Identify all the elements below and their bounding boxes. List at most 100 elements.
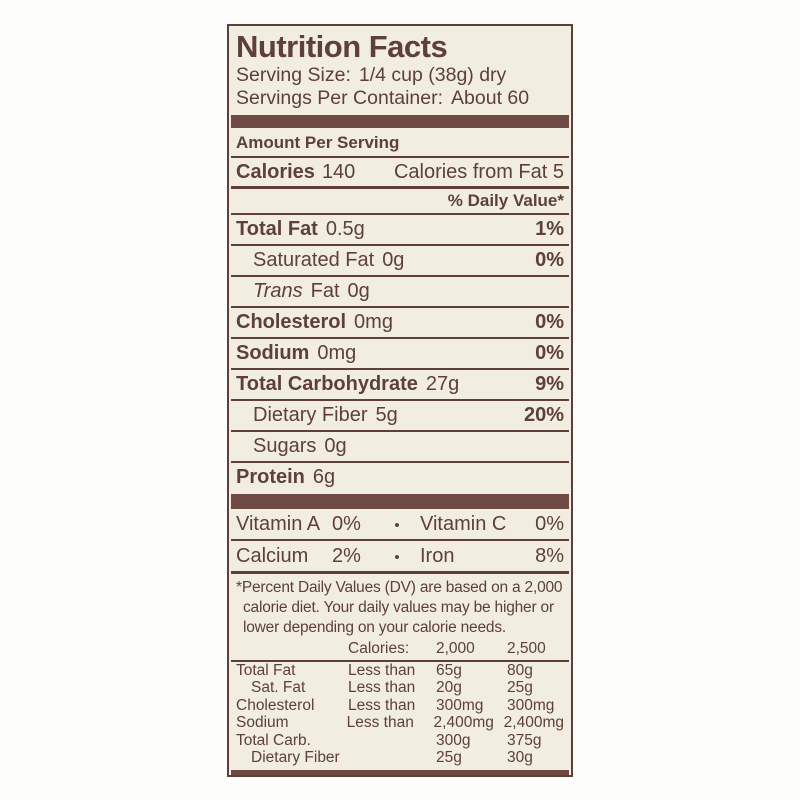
vitamin-right-value: 0% (535, 513, 564, 535)
nutrient-row-trans-fat: Trans Fat 0g (236, 277, 564, 306)
calories-row: Calories 140 Calories from Fat 5 (236, 158, 564, 186)
dv-row-name: Total Carb. (236, 731, 311, 749)
dv-row-2500: 25g (507, 679, 533, 696)
divider-rule (231, 244, 569, 246)
nutrient-amount: 0mg (354, 311, 393, 333)
section-divider-bar-bottom (231, 769, 569, 775)
servings-per-container-label: Servings Per Container: (236, 87, 444, 109)
dv-row-condition: Less than (348, 679, 416, 696)
dv-row-name: Sat. Fat (251, 679, 306, 696)
nutrient-dv: 0% (535, 311, 564, 333)
dv-row-name: Sodium (236, 714, 289, 731)
nutrient-name: Saturated Fat (253, 249, 375, 271)
divider-rule (231, 659, 569, 662)
vitamin-left-value: 0% (332, 513, 361, 535)
calories-from-fat: Calories from Fat 5 (393, 161, 564, 183)
serving-size-line: Serving Size: 1/4 cup (38g) dry (236, 64, 564, 87)
nutrient-name-italic: Trans (253, 280, 303, 302)
calories-cell: Calories 140 (236, 158, 355, 186)
nutrient-dv: 9% (535, 373, 564, 395)
nutrient-row-dietary-fiber: Dietary Fiber 5g 20% (236, 401, 564, 430)
daily-value-header: % Daily Value* (447, 191, 564, 210)
section-divider-bar-middle (231, 494, 569, 509)
dv-row-2000: 25g (436, 749, 462, 766)
dv-row-2000: 300mg (436, 696, 484, 714)
nutrient-name: Total Carbohydrate (236, 373, 418, 395)
nutrient-row-cholesterol: Cholesterol 0mg 0% (236, 308, 564, 337)
dv-row-condition: Less than (346, 714, 414, 731)
servings-per-container-value: About 60 (451, 87, 530, 109)
nutrient-amount: 6g (312, 466, 336, 488)
dv-table-row-total-carb: Total Carb. 300g 375g (236, 732, 564, 750)
nutrient-name: Sugars (253, 435, 317, 457)
nutrient-name: Protein (236, 466, 305, 488)
divider-rule (231, 539, 569, 541)
nutrient-name: Total Fat (236, 218, 318, 240)
nutrient-row-protein: Protein 6g (236, 463, 564, 492)
divider-rule (231, 156, 569, 158)
nutrient-dv: 1% (535, 218, 564, 240)
dv-row-condition: Less than (348, 661, 416, 679)
nutrient-amount: 0g (324, 435, 347, 457)
dv-row-condition (348, 749, 436, 767)
nutrition-facts-label: Nutrition Facts Serving Size: 1/4 cup (38… (227, 24, 573, 777)
amount-per-serving-heading: Amount Per Serving (236, 133, 400, 152)
dv-row-name: Total Fat (236, 661, 296, 679)
dv-row-2000: 20g (436, 679, 462, 696)
nutrient-name: Cholesterol (236, 311, 347, 333)
dv-table-row-dietary-fiber: Dietary Fiber 25g 30g (236, 749, 564, 767)
divider-rule (231, 399, 569, 401)
dv-table-calories-label: Calories: (348, 640, 410, 657)
calories-label: Calories (236, 161, 315, 183)
label-title: Nutrition Facts (236, 29, 448, 64)
divider-rule (231, 430, 569, 432)
nutrient-amount: 0mg (317, 342, 357, 364)
dv-table-row-total-fat: Total Fat Less than 65g 80g (236, 662, 564, 680)
dv-table-col-2000: 2,000 (436, 640, 475, 657)
divider-rule (231, 275, 569, 277)
nutrient-amount: 0g (382, 249, 405, 271)
bullet-separator: • (394, 549, 400, 566)
divider-rule (231, 571, 569, 574)
nutrient-name: Dietary Fiber (253, 404, 368, 426)
vitamin-row-a-c: Vitamin A 0% • Vitamin C 0% (236, 509, 564, 539)
dv-table-row-cholesterol: Cholesterol Less than 300mg 300mg (236, 697, 564, 715)
divider-rule (231, 306, 569, 308)
bullet-separator: • (394, 517, 400, 534)
vitamin-left-name: Vitamin A (236, 513, 321, 535)
nutrient-row-sugars: Sugars 0g (236, 432, 564, 461)
dv-row-2500: 30g (507, 749, 533, 766)
dv-table-row-sodium: Sodium Less than 2,400mg 2,400mg (236, 714, 564, 732)
nutrient-amount: 27g (425, 373, 460, 395)
nutrient-dv: 0% (535, 342, 564, 364)
vitamin-right-value: 8% (535, 545, 564, 567)
vitamin-right-name: Iron (420, 545, 455, 567)
dv-row-2500: 2,400mg (503, 714, 564, 731)
dv-row-2000: 300g (436, 731, 471, 749)
nutrient-dv: 0% (535, 249, 564, 271)
divider-rule (231, 461, 569, 463)
divider-rule (231, 213, 569, 215)
divider-rule (231, 186, 569, 189)
daily-value-footnote: *Percent Daily Values (DV) are based on … (236, 579, 563, 636)
serving-size-value: 1/4 cup (38g) dry (358, 64, 507, 86)
divider-rule (231, 368, 569, 370)
vitamin-row-calcium-iron: Calcium 2% • Iron 8% (236, 541, 564, 571)
dv-row-condition (348, 732, 436, 750)
nutrient-row-saturated-fat: Saturated Fat 0g 0% (236, 246, 564, 275)
nutrient-name: Sodium (236, 342, 310, 364)
calories-value: 140 (321, 161, 356, 183)
servings-per-container-line: Servings Per Container: About 60 (236, 87, 564, 110)
vitamin-left-value: 2% (332, 545, 361, 567)
divider-rule (231, 337, 569, 339)
dv-table-col-2500: 2,500 (507, 640, 546, 657)
dv-table-row-sat-fat: Sat. Fat Less than 20g 25g (236, 679, 564, 697)
dv-row-2500: 375g (507, 731, 542, 749)
nutrient-row-sodium: Sodium 0mg 0% (236, 339, 564, 368)
dv-table-header: Calories: 2,000 2,500 (236, 640, 564, 658)
dv-row-2500: 300mg (507, 696, 555, 714)
dv-row-2000: 65g (436, 661, 462, 679)
nutrient-name: Fat (310, 280, 340, 302)
nutrient-amount: 0g (347, 280, 370, 302)
